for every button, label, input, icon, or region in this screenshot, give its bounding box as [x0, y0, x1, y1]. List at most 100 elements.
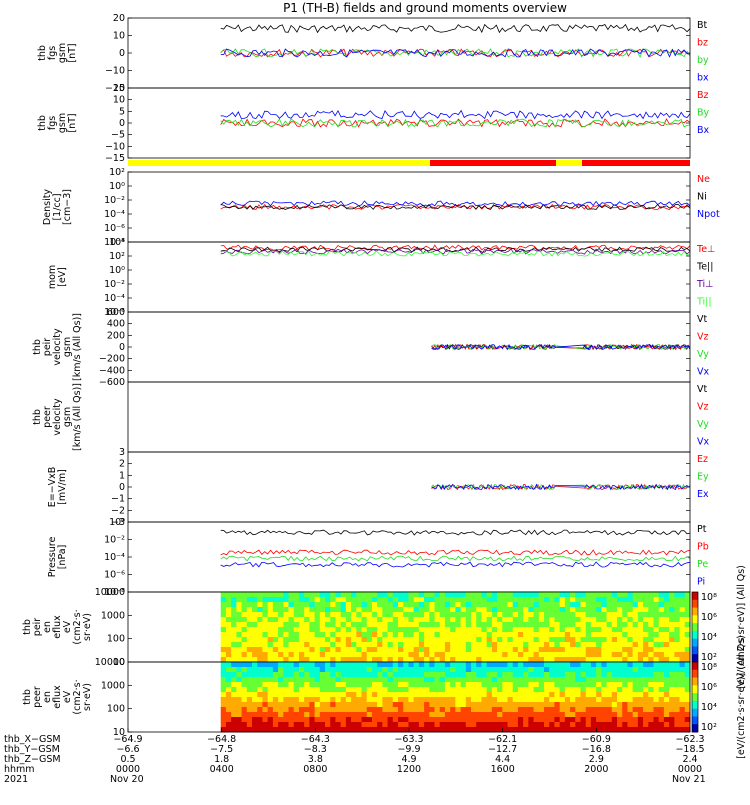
spectrogram-cell: [460, 687, 467, 693]
spectrogram-cell: [554, 707, 561, 713]
y-tick-label: 0: [119, 118, 125, 129]
spectrogram-cell: [596, 677, 602, 683]
spectrogram-cell: [366, 707, 373, 713]
spectrogram-cell: [564, 607, 571, 613]
spectrogram-cell: [267, 602, 274, 608]
spectrogram-cell: [679, 707, 686, 713]
spectrogram-cell: [387, 677, 394, 683]
spectrogram-cell: [345, 672, 352, 678]
spectrogram-cell: [267, 682, 274, 688]
spectrogram-cell: [319, 597, 326, 603]
spectrogram-cell: [246, 652, 253, 658]
spectrogram-cell: [252, 607, 258, 613]
spectrogram-cell: [596, 672, 602, 678]
spectrogram-cell: [544, 712, 550, 718]
spectrogram-cell: [283, 632, 289, 638]
spectrogram-cell: [517, 607, 524, 613]
spectrogram-cell: [669, 722, 675, 728]
spectrogram-cell: [293, 687, 300, 693]
spectrogram-cell: [429, 597, 435, 603]
spectrogram-cell: [278, 637, 284, 643]
spectrogram-cell: [351, 612, 357, 618]
spectrogram-cell: [564, 697, 571, 703]
spectrogram-cell: [231, 677, 237, 683]
spectrogram-cell: [309, 707, 315, 713]
spectrogram-cell: [356, 657, 362, 663]
x-axis-row-label: 2021: [4, 774, 28, 785]
spectrogram-cell: [418, 667, 425, 673]
y-tick-label: 2: [119, 459, 125, 470]
spectrogram-cell: [617, 687, 623, 693]
x-axis-cell: 2.4: [682, 754, 697, 765]
spectrogram-cell: [455, 727, 461, 733]
spectrogram-cell: [669, 667, 675, 673]
spectrogram-cell: [632, 617, 639, 623]
spectrogram-cell: [304, 597, 310, 603]
spectrogram-cell: [523, 612, 529, 618]
spectrogram-cell: [538, 617, 545, 623]
spectrogram-cell: [335, 647, 342, 653]
spectrogram-cell: [309, 652, 315, 658]
spectrogram-cell: [465, 687, 472, 693]
spectrogram-cell: [398, 677, 404, 683]
spectrogram-cell: [231, 642, 237, 648]
x-axis-cell: −62.1: [488, 734, 517, 745]
spectrogram-cell: [476, 682, 482, 688]
spectrogram-cell: [627, 607, 634, 613]
spectrogram-cell: [351, 592, 357, 598]
spectrogram-cell: [403, 687, 409, 693]
spectrogram-cell: [517, 632, 524, 638]
spectrogram-cell: [257, 727, 263, 733]
x-axis-cell: 0000: [116, 764, 140, 775]
spectrogram-cell: [523, 672, 529, 678]
spectrogram-cell: [387, 667, 394, 673]
spectrogram-cell: [658, 632, 665, 638]
spectrogram-cell: [669, 652, 675, 658]
spectrogram-cell: [361, 702, 368, 708]
spectrogram-cell: [679, 602, 686, 608]
spectrogram-cell: [627, 667, 634, 673]
spectrogram-cell: [236, 642, 242, 648]
status-segment: [128, 160, 430, 166]
spectrogram-cell: [653, 657, 660, 663]
spectrogram-cell: [643, 642, 649, 648]
spectrogram-cell: [684, 657, 691, 663]
spectrogram-cell: [544, 727, 550, 733]
spectrogram-cell: [455, 677, 461, 683]
spectrogram-cell: [413, 622, 420, 628]
spectrogram-cell: [507, 637, 514, 643]
spectrogram-cell: [252, 642, 258, 648]
spectrogram-cell: [408, 682, 415, 688]
spectrogram-cell: [580, 702, 587, 708]
spectrogram-cell: [497, 622, 503, 628]
spectrogram-cell: [241, 687, 248, 693]
spectrogram-cell: [465, 677, 472, 683]
spectrogram-cell: [575, 652, 581, 658]
spectrogram-cell: [564, 657, 571, 663]
spectrogram-cell: [293, 642, 300, 648]
spectrogram-cell: [408, 702, 415, 708]
spectrogram-cell: [246, 727, 253, 733]
spectrogram-cell: [580, 672, 587, 678]
spectrogram-cell: [606, 677, 613, 683]
spectrogram-cell: [288, 692, 295, 698]
spectrogram-cell: [345, 622, 352, 628]
spectrogram-cell: [544, 692, 550, 698]
spectrogram-cell: [283, 727, 289, 733]
spectrogram-cell: [340, 662, 347, 668]
spectrogram-cell: [590, 717, 597, 723]
spectrogram-cell: [491, 707, 498, 713]
spectrogram-cell: [330, 717, 336, 723]
spectrogram-cell: [575, 647, 581, 653]
spectrogram-cell: [611, 657, 618, 663]
spectrogram-cell: [361, 692, 368, 698]
spectrogram-cell: [309, 617, 315, 623]
spectrogram-cell: [544, 622, 550, 628]
spectrogram-cell: [392, 707, 399, 713]
spectrogram-cell: [267, 722, 274, 728]
spectrogram-cell: [444, 687, 451, 693]
spectrogram-cell: [575, 727, 581, 733]
spectrogram-cell: [528, 592, 534, 598]
spectrogram-cell: [601, 647, 607, 653]
spectrogram-cell: [429, 667, 435, 673]
